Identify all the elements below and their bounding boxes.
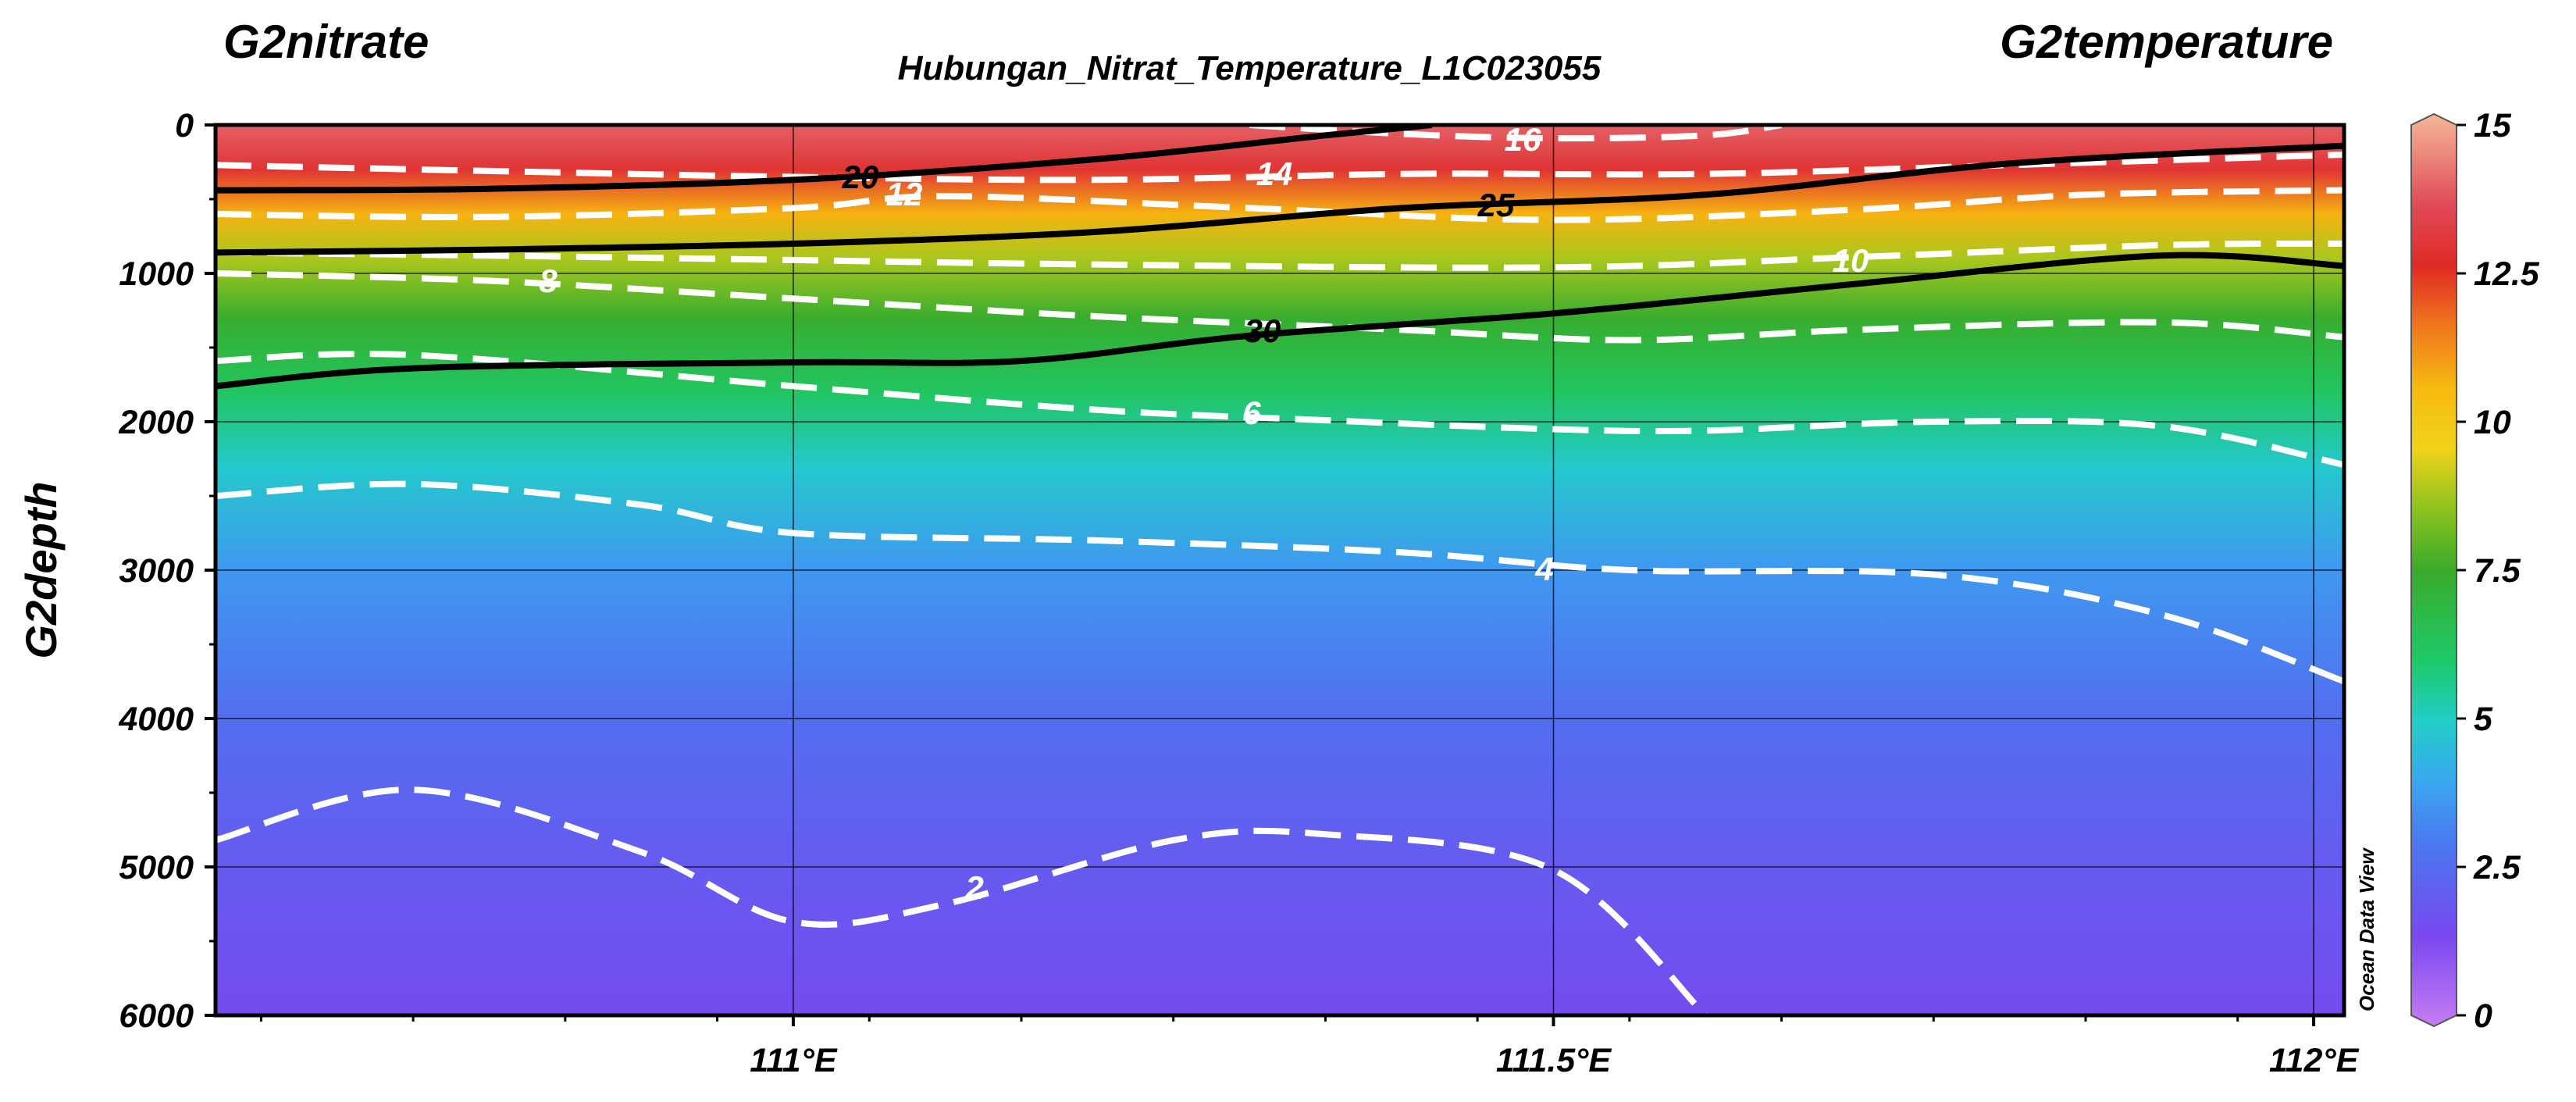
temperature-contour-12 [216,187,2344,223]
colorbar-bar [2410,112,2457,1028]
y-tick-label: 1000 [119,255,194,293]
temperature-contour-label: 12 [886,176,923,212]
nitrate-contour-25 [216,142,2344,256]
contour-layer [216,125,2344,1015]
colorbar-tick-label: 7.5 [2474,552,2521,590]
contour-label-layer: 16 14 12 10 8 6 4 2 20 25 30 [539,121,1869,906]
y-tick-label: 0 [175,107,194,144]
temperature-contour-2 [216,786,1708,1015]
temperature-contour-label: 2 [964,869,983,906]
nitrate-contour-30 [216,251,2344,390]
y-tick-label: 4000 [118,701,194,738]
colorbar-tick-label: 5 [2474,701,2493,738]
colorbar-tick-label: 0 [2474,997,2492,1035]
x-tick-label: 111.5°E [1496,1042,1612,1079]
colorbar-tick-label: 12.5 [2474,255,2540,293]
temperature-contour-label: 4 [1534,551,1553,587]
temperature-contour-label: 10 [1833,242,1869,279]
y-tick-label: 5000 [119,849,194,886]
nitrate-contour-label: 20 [842,159,879,195]
grid-layer [216,125,2344,1015]
temperature-contour-4 [216,480,2344,685]
temperature-contour-16 [1249,125,1783,142]
temperature-contour-label: 16 [1505,121,1541,158]
temperature-contour-label: 6 [1242,394,1261,431]
temperature-contour-label: 8 [539,262,558,299]
nitrate-contour-label: 25 [1477,187,1515,223]
y-axis-label: G2depth [16,481,66,658]
temperature-contour-10 [216,240,2344,271]
temperature-contour-label: 14 [1256,155,1293,192]
nitrate-contour-20 [216,125,1433,194]
tick-layer: 0 1000 2000 3000 4000 5000 6000 111°E 111.5°E 112… [118,107,2359,1079]
colorbar-tick-label: 15 [2474,107,2512,144]
nitrate-contour-label: 30 [1245,312,1281,349]
left-variable-label: G2nitrate [223,16,429,68]
watermark: Ocean Data View [2355,847,2378,1011]
y-tick-label: 3000 [119,552,194,590]
x-tick-label: 112°E [2269,1042,2360,1079]
colorbar-tick-label: 10 [2474,404,2511,441]
y-tick-label: 6000 [119,997,194,1035]
colorbar-tick-label: 2.5 [2473,849,2521,886]
chart-title: Hubungan_Nitrat_Temperature_L1C023055 [898,49,1602,87]
x-tick-label: 111°E [750,1042,838,1079]
colorbar: 0 2.5 5 7.5 10 12.5 15 [2410,107,2540,1035]
y-tick-label: 2000 [118,404,194,441]
right-variable-label: G2temperature [2000,16,2333,68]
